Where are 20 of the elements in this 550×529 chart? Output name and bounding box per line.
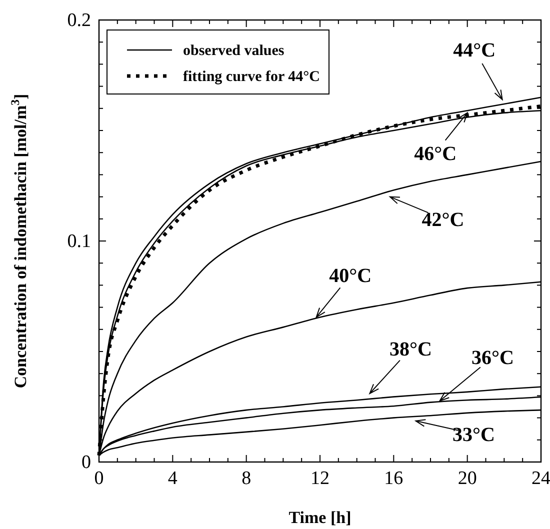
- annotation: 42°C: [422, 208, 464, 231]
- x-tick-label: 24: [532, 468, 550, 489]
- y-tick-label: 0.2: [67, 10, 91, 31]
- annotation: 33°C: [452, 424, 495, 446]
- annotation: 36°C: [471, 347, 514, 370]
- x-tick-label: 8: [242, 468, 252, 489]
- x-tick-label: 20: [458, 468, 477, 489]
- y-tick-label: 0: [82, 452, 91, 473]
- legend-label: observed values: [183, 43, 284, 59]
- x-tick-label: 16: [384, 468, 404, 489]
- y-tick-label: 0.1: [67, 231, 91, 252]
- x-tick-label: 4: [168, 468, 178, 489]
- x-tick-label: 0: [94, 468, 104, 489]
- legend-label: fitting curve for 44°C: [183, 69, 320, 85]
- annotation: 44°C: [453, 40, 496, 62]
- x-axis-title: Time [h]: [288, 508, 352, 527]
- x-tick-label: 12: [310, 468, 330, 489]
- annotation: 38°C: [390, 338, 432, 360]
- annotation: 46°C: [414, 142, 457, 165]
- annotation: 40°C: [329, 265, 372, 288]
